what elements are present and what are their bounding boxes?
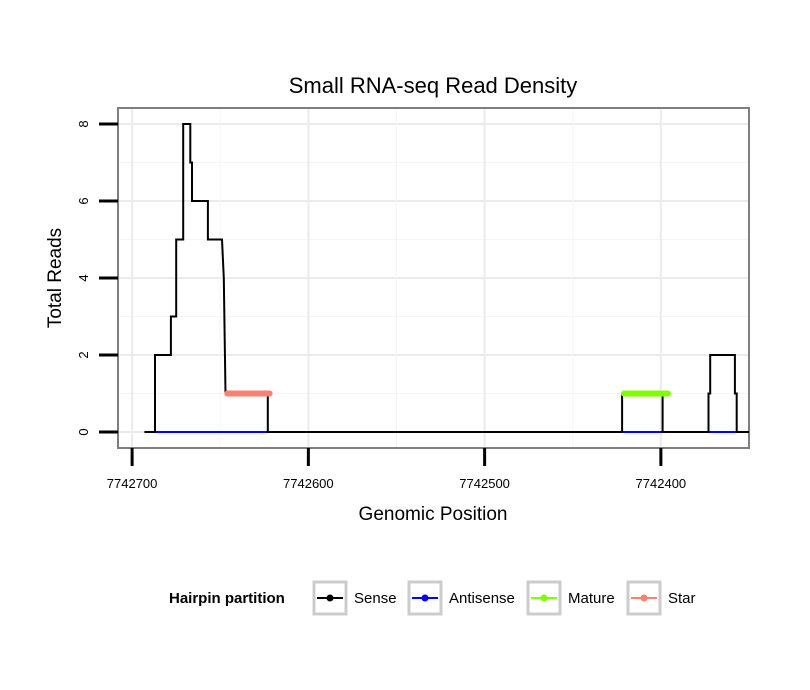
y-tick-label: 6 [76,197,91,204]
legend-title: Hairpin partition [169,590,285,607]
legend-key-point-star [640,594,648,602]
grid [118,108,749,448]
x-tick-label: 7742600 [283,476,334,491]
y-axis: 0 2 4 6 8 [76,120,118,436]
legend-key-point-antisense [421,594,429,602]
x-tick-label: 7742400 [636,476,687,491]
x-axis: 7742700 7742600 7742500 7742400 [107,448,686,491]
y-tick-label: 8 [76,120,91,127]
legend-key-point-sense [326,594,334,602]
series-line-sense [144,123,749,433]
x-tick-label: 7742500 [459,476,510,491]
legend-label-antisense: Antisense [449,590,515,607]
x-axis-title: Genomic Position [359,504,508,525]
legend-label-sense: Sense [354,590,397,607]
series-layer [144,123,749,433]
chart-title: Small RNA-seq Read Density [289,73,578,98]
legend-label-mature: Mature [568,590,615,607]
y-tick-label: 2 [76,351,91,358]
y-tick-label: 0 [76,428,91,435]
y-axis-title: Total Reads [45,228,66,328]
legend-label-star: Star [668,590,696,607]
legend: Hairpin partition Sense Antisense Mature St… [169,580,696,616]
legend-key-point-mature [540,594,548,602]
y-tick-label: 4 [76,274,91,281]
x-tick-label: 7742700 [107,476,158,491]
